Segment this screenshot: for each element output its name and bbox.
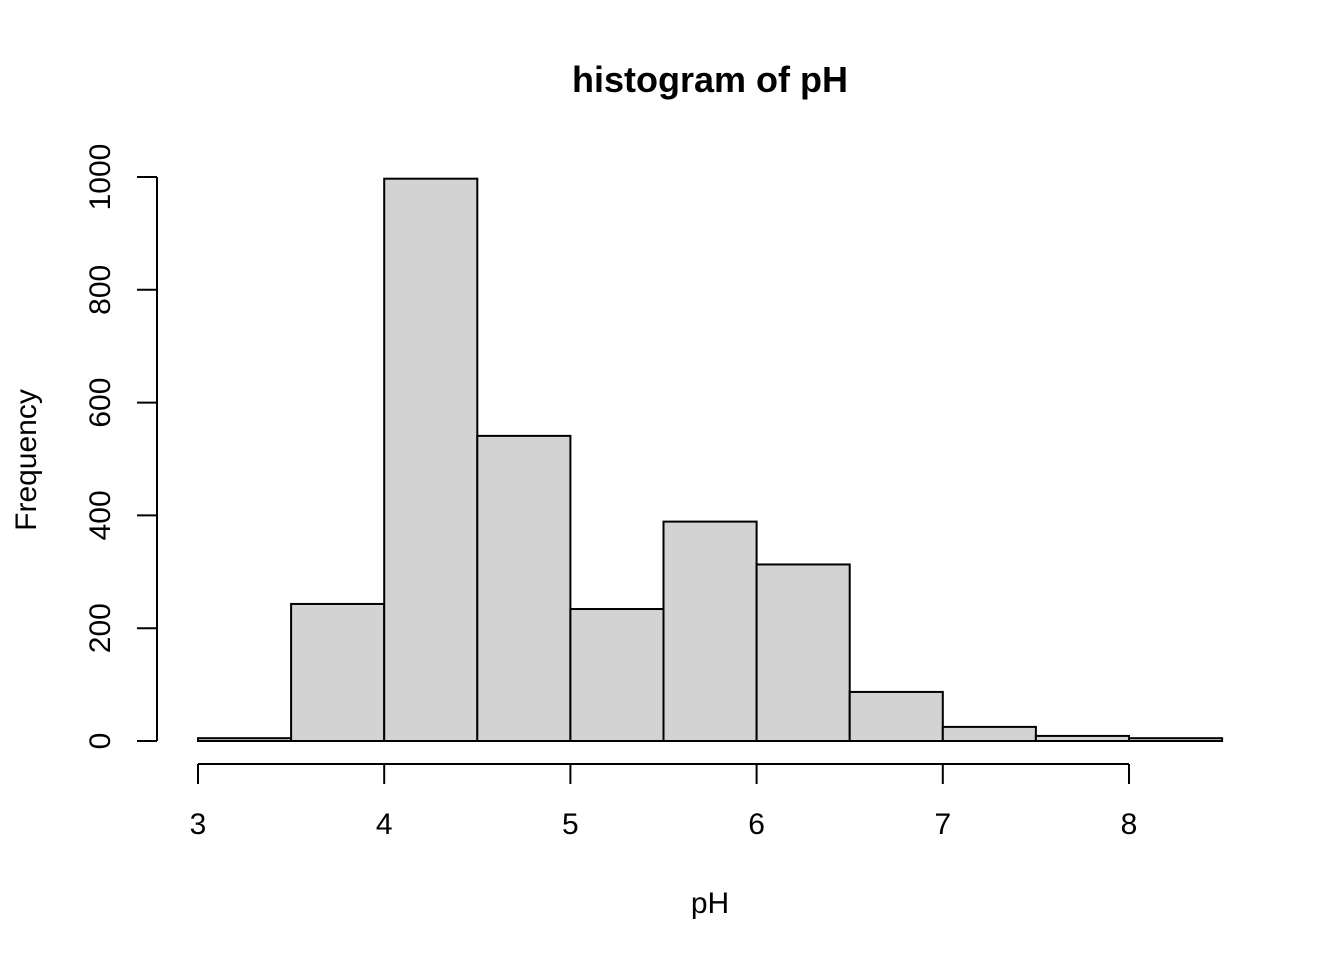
y-axis-label: Frequency <box>10 389 43 531</box>
x-tick-label: 3 <box>190 808 207 841</box>
x-tick-label: 7 <box>934 808 951 841</box>
x-tick-label: 8 <box>1121 808 1138 841</box>
y-tick-label: 600 <box>84 378 117 428</box>
histogram-bar <box>755 563 851 743</box>
y-tick-label: 200 <box>84 603 117 653</box>
histogram-bar <box>197 737 293 742</box>
x-axis-label: pH <box>691 887 729 920</box>
histogram-bar <box>1128 737 1224 742</box>
y-tick-label: 1000 <box>84 144 117 211</box>
histogram-bar <box>848 690 944 743</box>
histogram-bar <box>383 177 479 742</box>
x-tick-label: 5 <box>562 808 579 841</box>
histogram-bar <box>662 520 758 742</box>
chart-title: histogram of pH <box>572 59 848 100</box>
x-tick-label: 4 <box>376 808 393 841</box>
y-tick-label: 800 <box>84 265 117 315</box>
histogram-bar <box>941 725 1037 743</box>
histogram-bar <box>1034 734 1131 743</box>
bars-group <box>197 177 1224 743</box>
x-axis: 3 4 5 6 7 8 <box>190 763 1138 841</box>
y-axis: 0 200 400 600 800 1000 <box>84 144 158 750</box>
histogram-bar <box>476 434 572 742</box>
histogram-bar <box>290 602 386 742</box>
y-tick-label: 0 <box>84 733 117 750</box>
x-tick-label: 6 <box>748 808 765 841</box>
y-tick-label: 400 <box>84 490 117 540</box>
histogram-bar <box>569 608 665 742</box>
